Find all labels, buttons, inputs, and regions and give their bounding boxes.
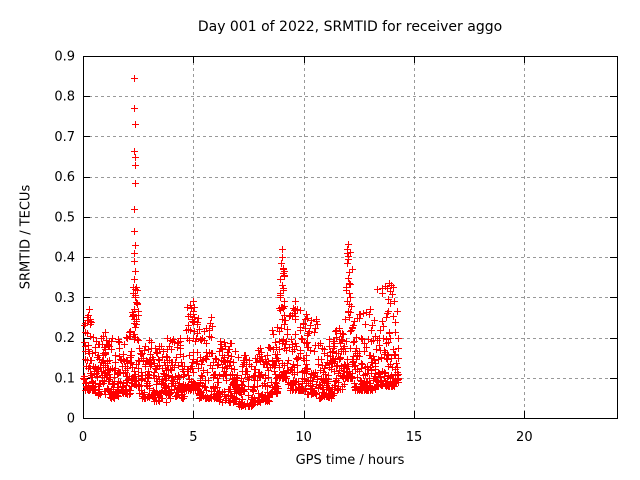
scatter-points [80,75,402,410]
x-tick-label: 20 [516,430,533,445]
y-tick-label: 0.9 [54,50,75,65]
y-tick-label: 0 [67,412,75,427]
chart-title: Day 001 of 2022, SRMTID for receiver agg… [197,19,503,35]
y-tick-label: 0.7 [54,130,75,145]
x-tick-label: 15 [406,430,423,445]
y-tick-label: 0.2 [54,331,75,346]
y-tick-label: 0.3 [54,291,75,306]
plot-frame [83,56,618,419]
y-tick-label: 0.5 [54,210,75,225]
y-tick-label: 0.8 [54,90,75,105]
y-tick-label: 0.6 [54,170,75,185]
x-tick-label: 0 [79,430,87,445]
x-tick-label: 5 [189,430,197,445]
tick-labels: 0 5 10 15 20 0 0.1 0.2 0.3 0.4 0.5 0.6 0.7 0.8 0.9 [54,50,532,446]
grid-lines [83,56,617,418]
y-tick-label: 0.4 [54,251,75,266]
x-tick-label: 10 [295,430,312,445]
x-axis-title: GPS time / hours [295,453,405,468]
y-tick-label: 0.1 [54,371,75,386]
